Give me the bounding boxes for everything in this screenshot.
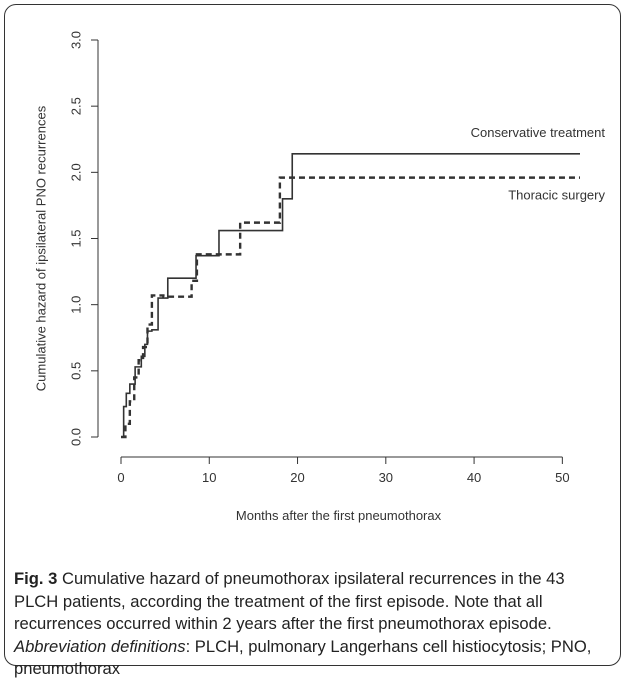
y-tick-label: 1.5 <box>69 229 84 247</box>
x-axis-title: Months after the first pneumothorax <box>236 508 442 523</box>
y-tick-label: 1.0 <box>69 296 84 314</box>
figure-caption: Fig. 3 Cumulative hazard of pneumothorax… <box>14 568 606 681</box>
y-axis-ticks: 0.0 0.5 1.0 1.5 2.0 2.5 3.0 <box>69 31 98 446</box>
series-label-thoracic: Thoracic surgery <box>508 188 605 203</box>
abbreviation-label: Abbreviation definitions <box>14 636 186 656</box>
x-axis-ticks: 0 10 20 30 40 50 <box>117 457 570 485</box>
x-tick-label: 10 <box>202 470 216 485</box>
caption-text: Cumulative hazard of pneumothorax ipsila… <box>14 569 565 633</box>
series-label-conservative: Conservative treatment <box>471 125 606 140</box>
x-tick-label: 20 <box>290 470 304 485</box>
y-tick-label: 0.5 <box>69 362 84 380</box>
chart-axes <box>97 40 563 458</box>
x-tick-label: 40 <box>467 470 481 485</box>
y-tick-label: 2.5 <box>69 97 84 115</box>
figure-frame <box>4 4 621 666</box>
x-tick-label: 50 <box>555 470 569 485</box>
figure-label: Fig. 3 <box>14 569 58 588</box>
x-tick-label: 0 <box>117 470 124 485</box>
chart-series <box>121 153 580 439</box>
chart: 0 10 20 30 40 50 0.0 0.5 1.0 1.5 2.0 2.5 3.0 Months… <box>34 31 606 523</box>
y-tick-label: 2.0 <box>69 163 84 181</box>
y-tick-label: 0.0 <box>69 428 84 446</box>
series-line-conservative <box>121 153 580 438</box>
series-line-thoracic <box>121 176 580 439</box>
y-tick-label: 3.0 <box>69 31 84 49</box>
y-axis-title: Cumulative hazard of ipsilateral PNO rec… <box>34 105 49 391</box>
x-tick-label: 30 <box>379 470 393 485</box>
